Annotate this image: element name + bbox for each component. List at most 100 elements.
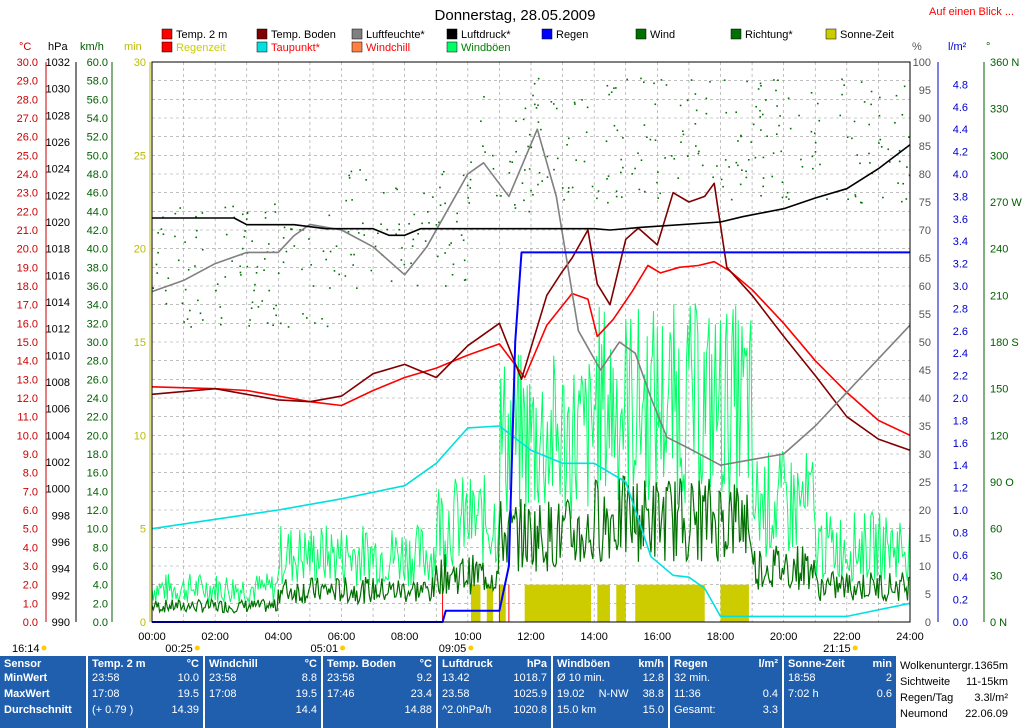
stats-boden-min-time: 23:58 bbox=[327, 672, 355, 684]
stats-regen-total-label: Gesamt: bbox=[674, 704, 716, 716]
direction-dot bbox=[277, 272, 280, 275]
direction-dot bbox=[788, 198, 790, 200]
direction-dot bbox=[814, 151, 817, 153]
unit-hpa: hPa bbox=[48, 41, 68, 53]
stats-boeen-unit: km/h bbox=[638, 658, 664, 670]
tick-temp: 0.0 bbox=[23, 617, 38, 629]
direction-dot bbox=[583, 160, 586, 163]
direction-dot bbox=[786, 191, 789, 194]
direction-dot bbox=[810, 130, 813, 133]
direction-dot bbox=[220, 323, 222, 326]
direction-dot bbox=[184, 241, 186, 243]
series-luftdruck- bbox=[152, 144, 911, 237]
direction-dot bbox=[654, 139, 657, 141]
stats-druck-max: 1025.9 bbox=[513, 688, 547, 700]
tick-hpa: 1026 bbox=[46, 137, 70, 149]
tick-min: 20 bbox=[134, 244, 146, 256]
direction-dot bbox=[463, 259, 466, 262]
legend-label: Luftfeuchte* bbox=[366, 29, 425, 41]
direction-dot bbox=[754, 156, 757, 159]
direction-dot bbox=[527, 145, 529, 148]
side-rain-value: 3.3l/m² bbox=[974, 692, 1008, 704]
direction-dot bbox=[533, 82, 536, 85]
tick-hpa: 1018 bbox=[46, 244, 70, 256]
direction-dot bbox=[722, 185, 724, 188]
direction-dot bbox=[329, 250, 332, 253]
sun-bar bbox=[635, 584, 705, 622]
stats-temp-col: Temp. 2 m °C 23:58 10.0 17:08 19.5 (+ 0.79 … bbox=[88, 656, 203, 728]
legend-swatch bbox=[635, 28, 647, 40]
y-axes: 30.0 29.0 28.0 27.0 26.0 25.0 24.0 23.0 22.0 21.0… bbox=[17, 57, 1023, 629]
direction-dot bbox=[239, 265, 241, 268]
direction-dot bbox=[246, 211, 249, 214]
direction-dot bbox=[626, 78, 628, 81]
direction-dot bbox=[412, 238, 415, 241]
direction-dot bbox=[266, 322, 269, 324]
tick-temp: 27.0 bbox=[17, 113, 38, 125]
tick-lm2: 2.0 bbox=[953, 393, 968, 405]
direction-dot bbox=[553, 103, 555, 105]
direction-dot bbox=[813, 132, 816, 135]
tick-kmh: 26.0 bbox=[87, 374, 108, 386]
tick-deg: 240 bbox=[990, 244, 1008, 256]
direction-dot bbox=[556, 157, 559, 160]
tick-temp: 8.0 bbox=[23, 468, 38, 480]
legend-label: Windchill bbox=[366, 42, 410, 54]
direction-dot bbox=[898, 160, 901, 163]
direction-dot bbox=[677, 177, 680, 179]
direction-dot bbox=[201, 212, 204, 214]
side-cloud-label: Wolkenuntergr. bbox=[900, 660, 974, 672]
tick-pct: 65 bbox=[919, 253, 931, 265]
direction-dot bbox=[202, 319, 204, 321]
stats-windchill-max-time: 17:08 bbox=[209, 688, 237, 700]
direction-dot bbox=[285, 250, 288, 253]
event-time: 09:05 bbox=[439, 643, 467, 655]
direction-dot bbox=[395, 233, 397, 236]
direction-dot bbox=[183, 321, 185, 323]
stats-sonne-total: 7:02 h bbox=[788, 688, 819, 700]
stats-boeen-max-time: 19.02 bbox=[557, 688, 585, 700]
overview-link[interactable]: Auf einen Blick ... bbox=[929, 6, 1014, 18]
stats-temp-avg: 14.39 bbox=[171, 704, 199, 716]
tick-temp: 7.0 bbox=[23, 486, 38, 498]
tick-kmh: 4.0 bbox=[93, 580, 108, 592]
direction-dot bbox=[201, 248, 204, 251]
direction-dot bbox=[814, 141, 817, 144]
direction-dot bbox=[264, 211, 267, 214]
tick-deg: 300 bbox=[990, 150, 1008, 162]
direction-dot bbox=[345, 199, 348, 202]
tick-deg: 330 bbox=[990, 104, 1008, 116]
direction-dot bbox=[695, 109, 698, 112]
direction-dot bbox=[215, 289, 217, 292]
direction-dot bbox=[567, 137, 570, 140]
direction-dot bbox=[156, 272, 159, 274]
direction-dot bbox=[255, 272, 258, 274]
tick-lm2: 2.6 bbox=[953, 326, 968, 338]
direction-dot bbox=[157, 251, 159, 254]
tick-kmh: 56.0 bbox=[87, 94, 108, 106]
direction-dot bbox=[411, 245, 414, 247]
direction-dot bbox=[643, 190, 646, 193]
stats-max-label: MaxWert bbox=[4, 688, 50, 700]
tick-x: 16:00 bbox=[644, 631, 672, 643]
direction-dot bbox=[686, 99, 689, 102]
direction-dot bbox=[283, 226, 286, 229]
direction-dot bbox=[329, 287, 331, 289]
direction-dot bbox=[902, 182, 905, 185]
stats-windchill-avg: 14.4 bbox=[295, 704, 317, 716]
direction-dot bbox=[787, 97, 790, 100]
direction-dot bbox=[657, 171, 659, 173]
direction-dot bbox=[860, 201, 862, 204]
direction-dot bbox=[350, 253, 352, 256]
tick-x: 02:00 bbox=[201, 631, 229, 643]
stats-min-label: MinWert bbox=[4, 672, 48, 684]
direction-dot bbox=[646, 136, 648, 138]
tick-kmh: 40.0 bbox=[87, 244, 108, 256]
direction-dot bbox=[535, 107, 538, 109]
event-time: 05:01 bbox=[311, 643, 339, 655]
tick-hpa: 1006 bbox=[46, 404, 70, 416]
direction-dot bbox=[740, 134, 742, 137]
direction-dot bbox=[620, 158, 623, 161]
tick-deg: 60 bbox=[990, 524, 1002, 536]
direction-dot bbox=[750, 141, 753, 143]
